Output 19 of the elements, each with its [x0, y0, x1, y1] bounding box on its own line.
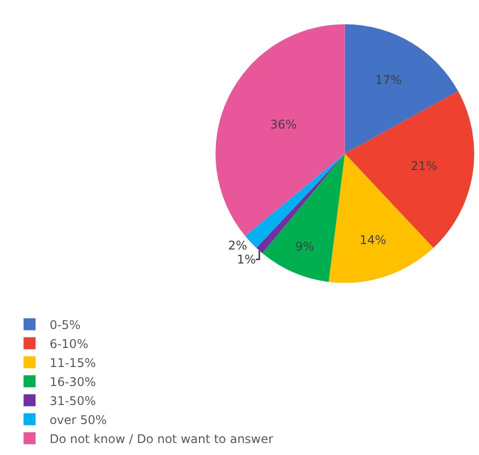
data-label: 2% — [228, 238, 248, 252]
pie-slice — [256, 154, 345, 254]
legend-label: 16-30% — [50, 374, 96, 389]
legend-label: over 50% — [50, 412, 107, 427]
legend-label: 11-15% — [50, 356, 96, 370]
legend-label: Do not know / Do not want to answer — [50, 432, 274, 446]
pie-slice — [216, 24, 345, 236]
data-label: 36% — [270, 118, 297, 132]
data-label: 9% — [295, 239, 314, 254]
pie-slice — [344, 24, 458, 154]
data-label: 14% — [360, 232, 386, 247]
data-label: 21% — [410, 159, 438, 174]
pie-slice — [344, 91, 474, 248]
data-label: 1% — [236, 252, 256, 266]
data-label: 17% — [375, 72, 402, 87]
legend-label: 31-50% — [50, 394, 96, 408]
legend-label: 0-5% — [50, 318, 81, 332]
pie-slice — [262, 154, 345, 282]
legend-label: 6-10% — [50, 336, 88, 351]
